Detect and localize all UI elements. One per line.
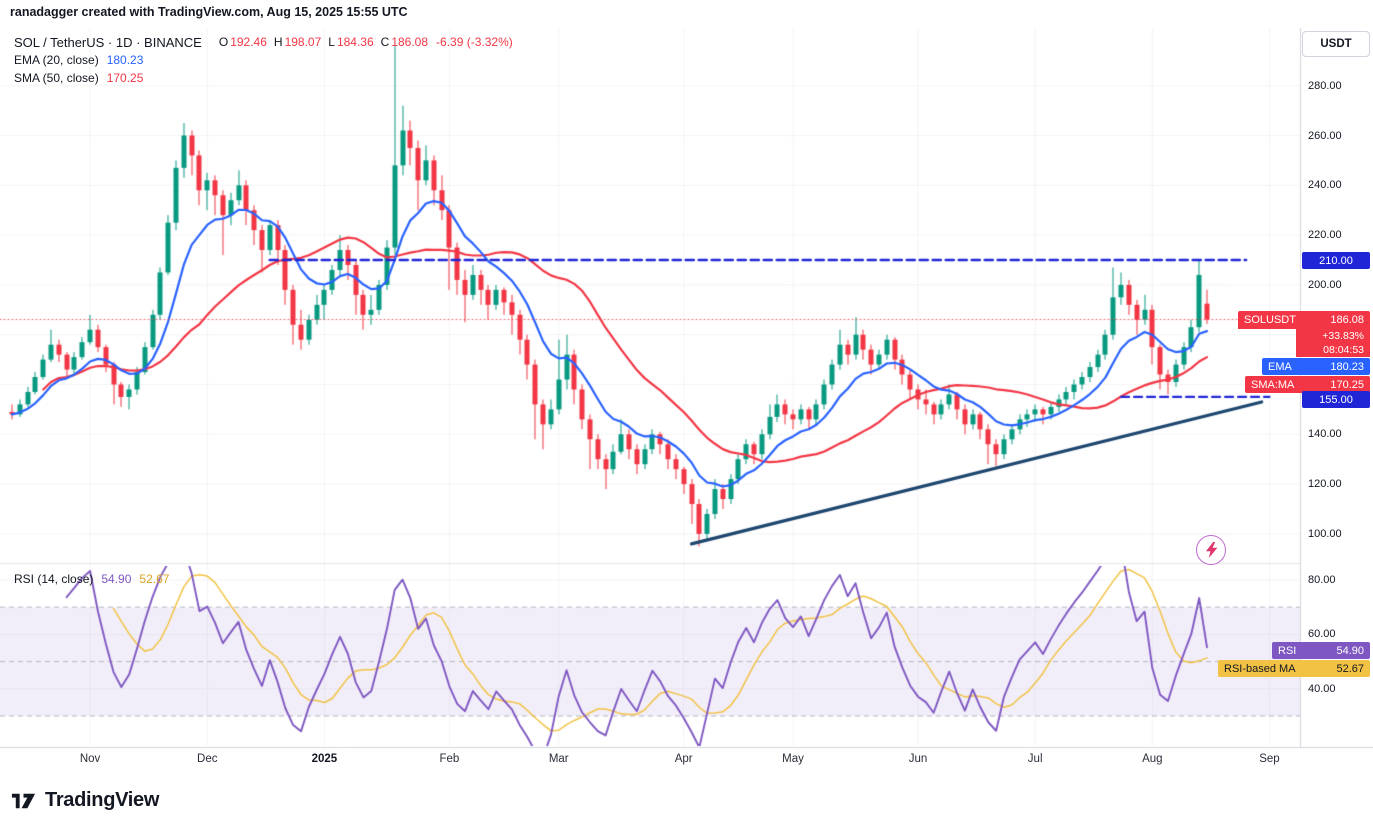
rsi-value-badge: RSI 54.90 (1272, 642, 1370, 659)
price-tick-label: 140.00 (1308, 428, 1342, 441)
time-tick-label: Aug (1142, 753, 1163, 765)
price-tick-label: 120.00 (1308, 478, 1342, 491)
price-tick-label: 220.00 (1308, 229, 1342, 242)
rsi-badge-name: RSI (1278, 644, 1297, 657)
time-tick-label: Dec (197, 753, 218, 765)
ema-price-badge: EMA 180.23 (1262, 358, 1370, 375)
ohlc-high-value: 198.07 (284, 35, 322, 49)
flash-action-button[interactable] (1196, 535, 1226, 565)
symbol-badge-price: 186.08 (1330, 314, 1364, 326)
rsi-tick-label: 40.00 (1308, 682, 1336, 695)
time-tick-label: Feb (439, 753, 460, 765)
tradingview-logo[interactable]: TradingView (10, 787, 159, 814)
ohlc-low-value: 184.36 (336, 35, 374, 49)
symbol-price-badge: SOLUSDT 186.08 +33.83% 08:04:53 (1238, 311, 1370, 357)
ema-legend-row[interactable]: EMA (20, close) 180.23 (14, 51, 513, 69)
ohlc-close-value: 186.08 (391, 35, 429, 49)
time-tick-label: Jun (908, 753, 928, 765)
price-tick-label: 260.00 (1308, 129, 1342, 142)
time-axis[interactable]: Nov Dec 2025 Feb Mar Apr May Jun Jul Aug Sep (0, 747, 1300, 775)
ema-badge-name: EMA (1268, 360, 1292, 373)
price-tick-label: 100.00 (1308, 527, 1342, 540)
rsi-ma-badge-value: 52.67 (1336, 662, 1364, 675)
rsi-legend-value: 54.90 (101, 572, 132, 586)
time-tick-label: Jul (1027, 753, 1043, 765)
time-tick-label: Mar (548, 753, 569, 765)
ohlc-high-label: H (273, 35, 283, 49)
ohlc-close-label: C (380, 35, 390, 49)
symbol-badge-change-pct: +33.83% (1322, 330, 1364, 342)
price-tick-label: 240.00 (1308, 179, 1342, 192)
attribution-text: ranadagger created with TradingView.com,… (10, 5, 408, 19)
rsi-legend: RSI (14, close) 54.90 52.67 (14, 570, 169, 588)
time-tick-label: 2025 (311, 753, 338, 765)
ohlc-open-label: O (218, 35, 229, 49)
ohlc-change-value: -6.39 (-3.32%) (436, 35, 513, 49)
symbol-badge-name: SOLUSDT (1244, 314, 1296, 326)
tradingview-logo-icon (11, 793, 36, 809)
rsi-ma-legend-value: 52.67 (139, 572, 170, 586)
resistance-price-label: 210.00 (1302, 252, 1370, 269)
ohlc-open-value: 192.46 (230, 35, 267, 49)
sma-legend-label: SMA (50, close) (14, 71, 99, 85)
sma-price-badge: SMA:MA 170.25 (1245, 376, 1370, 393)
support-price-label: 155.00 (1302, 391, 1370, 408)
rsi-legend-label: RSI (14, close) (14, 572, 94, 586)
sma-badge-value: 170.25 (1330, 378, 1364, 391)
rsi-tick-label: 60.00 (1308, 628, 1336, 641)
rsi-ma-badge-name: RSI-based MA (1224, 662, 1296, 675)
tradingview-logo-text: TradingView (45, 789, 160, 811)
rsi-legend-row[interactable]: RSI (14, close) 54.90 52.67 (14, 570, 169, 588)
lightning-icon (1205, 542, 1217, 558)
time-tick-label: May (782, 753, 804, 765)
symbol-badge-countdown: 08:04:53 (1323, 344, 1364, 356)
ohlc-low-label: L (328, 35, 335, 49)
rsi-ma-value-badge: RSI-based MA 52.67 (1218, 660, 1370, 677)
ema-legend-label: EMA (20, close) (14, 53, 99, 67)
sma-badge-name: SMA:MA (1251, 378, 1295, 391)
ema-badge-value: 180.23 (1330, 360, 1364, 373)
symbol-title[interactable]: SOL / TetherUS · 1D · BINANCE (14, 34, 202, 50)
price-tick-label: 200.00 (1308, 278, 1342, 291)
sma-legend-value: 170.25 (106, 71, 144, 85)
ema-legend-value: 180.23 (106, 53, 144, 67)
time-tick-label: Nov (79, 753, 101, 765)
time-tick-label: Sep (1259, 753, 1280, 765)
rsi-tick-label: 80.00 (1308, 574, 1336, 586)
time-tick-label: Apr (674, 753, 693, 765)
sma-legend-row[interactable]: SMA (50, close) 170.25 (14, 69, 513, 87)
currency-unit-button[interactable]: USDT (1302, 31, 1370, 57)
price-tick-label: 280.00 (1308, 79, 1342, 92)
rsi-badge-value: 54.90 (1336, 644, 1364, 657)
